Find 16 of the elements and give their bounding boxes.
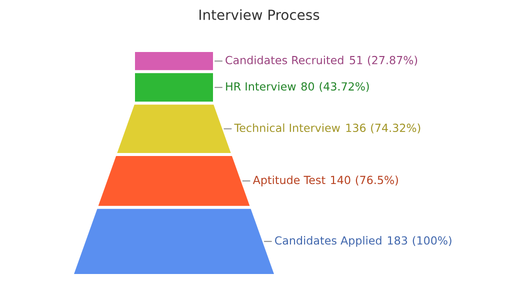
category-label: Technical Interview	[234, 123, 340, 132]
text: (100%)	[412, 236, 452, 246]
text: (74.32%)	[371, 123, 420, 134]
category-label: Aptitude Test	[252, 176, 326, 186]
text: (76.5%)	[356, 176, 398, 186]
category-label: Candidates Recruited	[226, 56, 344, 64]
text: Interview Process	[200, 9, 320, 20]
text: (43.72%)	[320, 82, 369, 92]
category-label: HR Interview	[226, 82, 296, 91]
data-label: 51	[350, 56, 362, 64]
category-label: Candidates Applied	[275, 236, 382, 247]
data-label: 136	[346, 124, 366, 132]
data-label: 140	[331, 176, 350, 184]
data-label: 80	[301, 82, 314, 91]
data-label: 183	[388, 236, 408, 245]
text: (27.87%)	[368, 56, 418, 66]
